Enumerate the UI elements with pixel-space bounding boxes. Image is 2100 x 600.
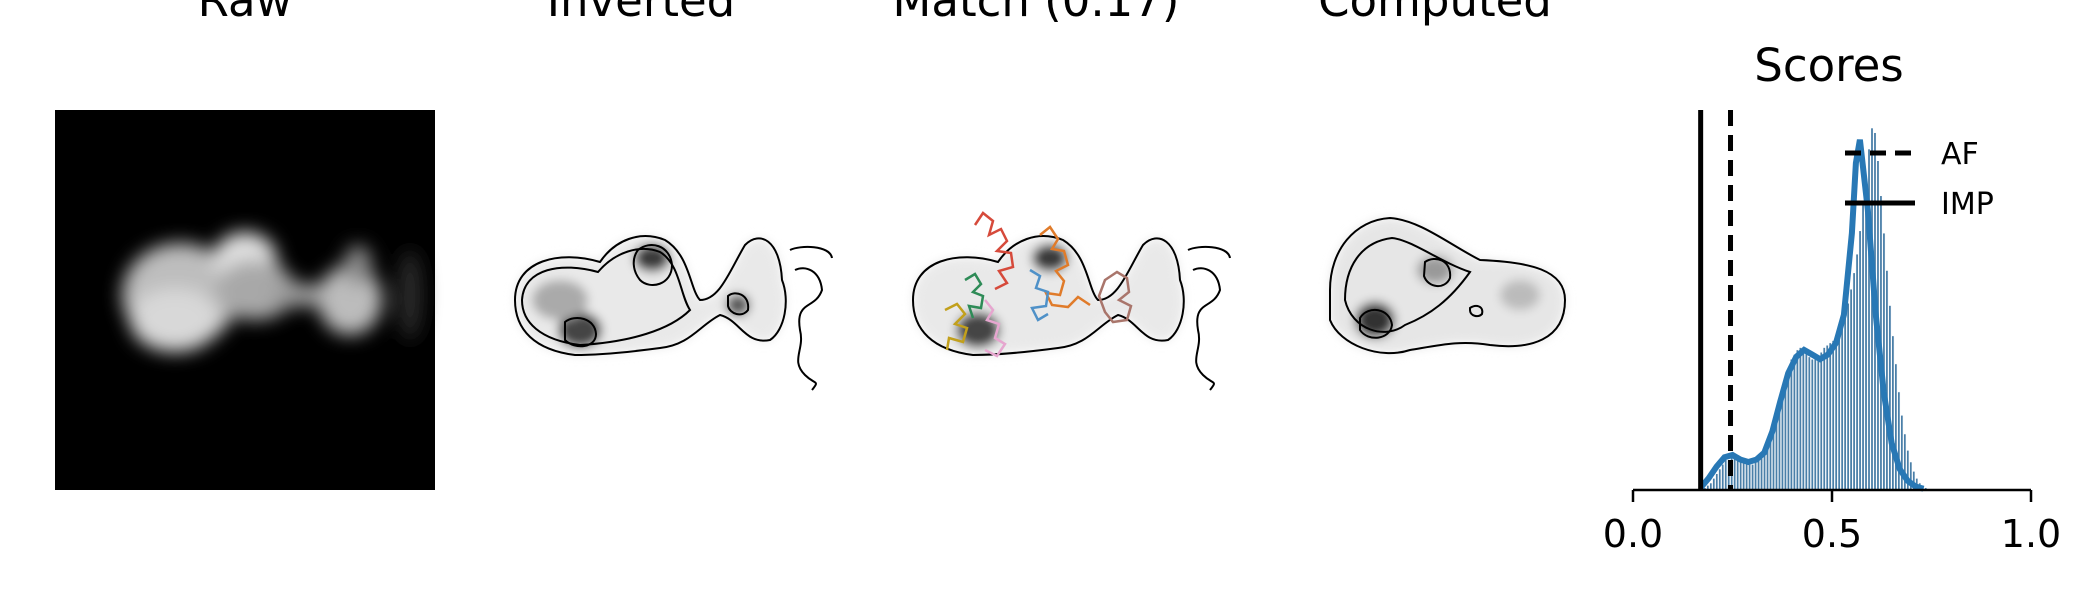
histogram-bar (1900, 414, 1904, 491)
histogram-bar (1861, 204, 1865, 491)
histogram-bar (1843, 314, 1847, 491)
histogram-bar (1804, 351, 1808, 491)
histogram-bar (1840, 323, 1844, 491)
histogram-bar (1748, 464, 1752, 491)
histogram-bar (1852, 272, 1856, 491)
histogram-bar (1828, 342, 1832, 491)
legend-af-label: AF (1941, 137, 1979, 172)
histogram-bar (1772, 431, 1775, 491)
computed-density-contours (1329, 216, 1567, 355)
histogram-bar (1891, 335, 1895, 491)
legend: AF IMP (1845, 137, 1994, 222)
histogram-bar (1718, 468, 1722, 491)
histogram-bar (1807, 356, 1811, 491)
x-tick-label: 1.0 (2001, 512, 2061, 556)
histogram-bar (1858, 230, 1862, 491)
histogram-bar (1825, 344, 1829, 491)
histogram-bar (1834, 335, 1838, 491)
legend-imp-label: IMP (1941, 187, 1994, 222)
inverted-density-contours (513, 235, 833, 391)
histogram-bar (1786, 368, 1790, 491)
histogram-bar (1721, 464, 1725, 491)
histogram-bar (1894, 363, 1898, 491)
histogram-bar (1763, 452, 1767, 491)
histogram-bar (1760, 457, 1764, 491)
x-axis-ticks: 0.0 0.5 1.0 (1603, 490, 2061, 556)
histogram-bar (1724, 459, 1728, 491)
histogram-bar (1846, 302, 1850, 491)
histogram-bar (1757, 459, 1761, 491)
histogram-bar (1795, 349, 1799, 491)
computed-panel-title: Computed (1318, 0, 1552, 27)
histogram-bar (1831, 340, 1835, 491)
kde-curve (1698, 139, 1925, 492)
histogram-bar (1819, 351, 1823, 491)
match-panel-title: Match (0.17) (892, 0, 1180, 27)
x-tick-label: 0.5 (1802, 512, 1862, 556)
histogram-bars (1700, 127, 1931, 491)
histogram-bar (1801, 349, 1805, 491)
histogram-bar (1816, 356, 1820, 491)
inverted-panel-title: Inverted (546, 0, 736, 27)
histogram-bar (1813, 358, 1817, 491)
histogram-bar (1798, 347, 1802, 491)
histogram-bar (1810, 358, 1814, 491)
raw-density-image (55, 110, 435, 490)
histogram-bar (1849, 288, 1853, 491)
histogram-bar (1792, 354, 1796, 491)
histogram-bar (1769, 440, 1772, 491)
histogram-bar (1754, 461, 1758, 491)
raw-panel-title: Raw (197, 0, 293, 27)
histogram-bar (1885, 270, 1889, 491)
histogram-bar (1751, 464, 1755, 491)
histogram-bar (1733, 454, 1737, 491)
scores-chart-title: Scores (1754, 39, 1904, 92)
histogram-bar (1789, 358, 1793, 491)
histogram-bar (1837, 330, 1841, 491)
histogram-bar (1897, 391, 1901, 491)
histogram-bar (1739, 459, 1743, 491)
histogram-bar (1822, 347, 1826, 491)
histogram-bar (1888, 305, 1892, 491)
histogram-bar (1736, 457, 1740, 491)
histogram-bar (1745, 461, 1749, 491)
histogram-bar (1742, 459, 1746, 491)
x-tick-label: 0.0 (1603, 512, 1663, 556)
histogram-bar (1715, 473, 1719, 491)
match-density-with-structure (911, 211, 1231, 391)
histogram-bar (1855, 253, 1859, 491)
histogram-bar (1712, 478, 1716, 491)
